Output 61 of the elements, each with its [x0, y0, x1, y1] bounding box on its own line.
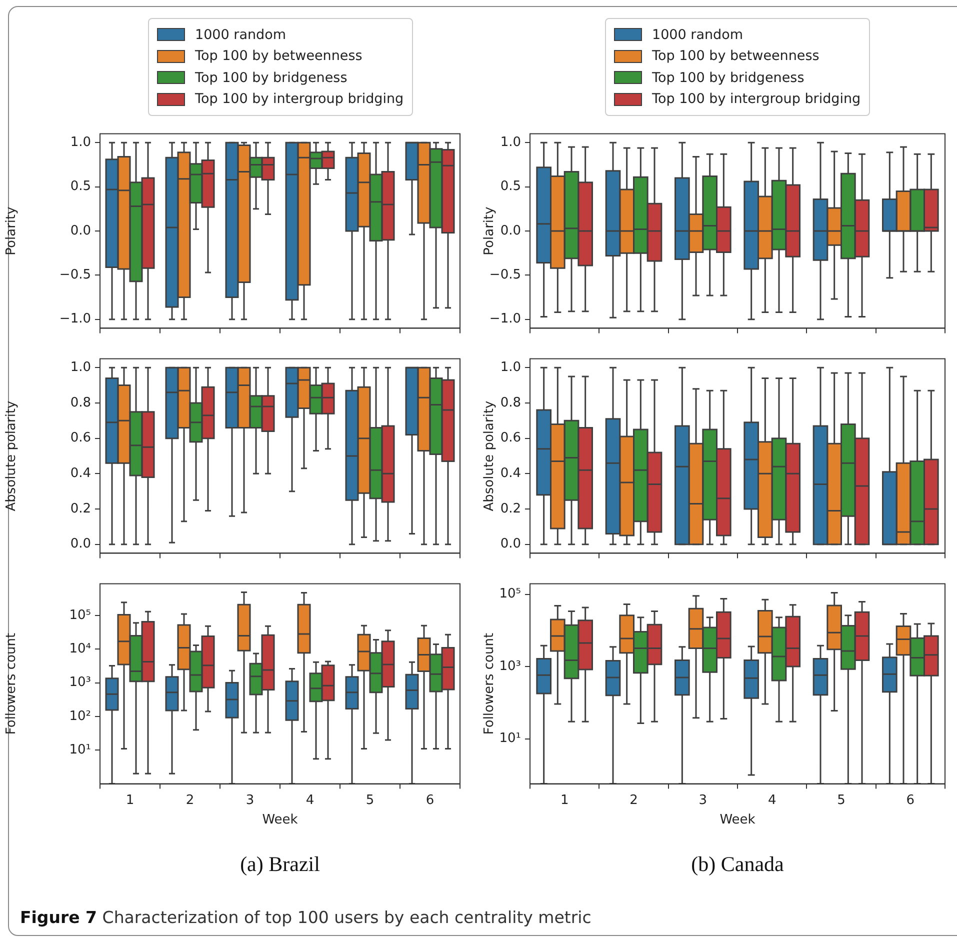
y-tick-label: 0.6 [500, 430, 521, 446]
x-tick-label: 5 [837, 792, 846, 808]
x-axis-title: Week [262, 812, 298, 828]
x-axis-title: Week [720, 812, 756, 828]
y-tick-label: −0.5 [59, 268, 91, 283]
legend-label: Top 100 by bridgeness [652, 70, 804, 86]
y-tick-label: −0.5 [489, 268, 521, 283]
text: (b) Canada [690, 852, 785, 877]
y-tick-label: 1.0 [500, 360, 521, 376]
text: (a) Brazil [239, 852, 321, 877]
x-tick-label: 4 [768, 792, 776, 808]
y-tick-label: 0.0 [500, 223, 521, 238]
y-axis-title: Polarity [482, 206, 498, 256]
y-tick-label: 10² [69, 708, 91, 724]
y-tick-label: −1.0 [489, 312, 521, 327]
caption: Figure 7 Characterization of top 100 users by each centrality metric [20, 908, 592, 927]
y-tick-label: 0.8 [70, 395, 91, 410]
legend-label: Top 100 by bridgeness [195, 70, 348, 86]
y-axis-title: Followers count [482, 632, 498, 735]
x-tick-label: 5 [366, 792, 374, 808]
x-tick-label: 3 [246, 792, 254, 808]
x-tick-label: 6 [426, 792, 434, 808]
y-axis-title: Polarity [4, 206, 20, 256]
y-axis-title: Absolute polarity [4, 400, 20, 512]
y-tick-label: 0.8 [500, 395, 521, 410]
legend-label: 1000 random [652, 26, 744, 43]
y-axis-title: Followers count [4, 632, 20, 735]
legend-label: Top 100 by intergroup bridging [195, 91, 404, 108]
y-tick-label: 10³ [499, 658, 521, 674]
x-tick-label: 1 [126, 792, 134, 808]
y-tick-label: 0.6 [70, 430, 91, 446]
legend-label: Top 100 by intergroup bridging [652, 91, 861, 108]
y-tick-label: 0.5 [500, 179, 521, 194]
y-tick-label: 1.0 [70, 360, 91, 376]
y-tick-label: 1.0 [70, 135, 91, 150]
y-tick-label: 10¹ [69, 742, 91, 758]
legend-label: Top 100 by betweenness [652, 48, 820, 64]
x-tick-label: 2 [630, 792, 638, 808]
y-tick-label: 10³ [69, 675, 91, 690]
y-tick-label: 0.0 [500, 536, 521, 552]
y-tick-label: 0.2 [70, 501, 91, 516]
y-tick-label: −1.0 [59, 312, 91, 327]
x-tick-label: 1 [560, 792, 569, 808]
x-tick-label: 6 [906, 792, 915, 808]
y-tick-label: 10⁵ [69, 608, 91, 623]
x-tick-label: 2 [186, 792, 194, 808]
y-tick-label: 1.0 [500, 135, 521, 150]
y-tick-label: 0.0 [70, 223, 91, 238]
legend-label: 1000 random [195, 26, 286, 43]
y-tick-label: 0.0 [70, 536, 91, 552]
y-tick-label: 10¹ [499, 731, 521, 746]
x-tick-label: 3 [698, 792, 708, 808]
y-tick-label: 10⁵ [499, 586, 521, 602]
legend-label: Top 100 by betweenness [195, 48, 362, 64]
y-axis-title: Absolute polarity [482, 400, 498, 512]
x-tick-label: 4 [306, 792, 314, 808]
y-tick-label: 0.5 [70, 179, 91, 194]
y-tick-label: 0.4 [500, 466, 521, 482]
y-tick-label: 0.4 [70, 466, 91, 482]
y-tick-label: 0.2 [500, 501, 521, 516]
y-tick-label: 10⁴ [69, 641, 91, 656]
